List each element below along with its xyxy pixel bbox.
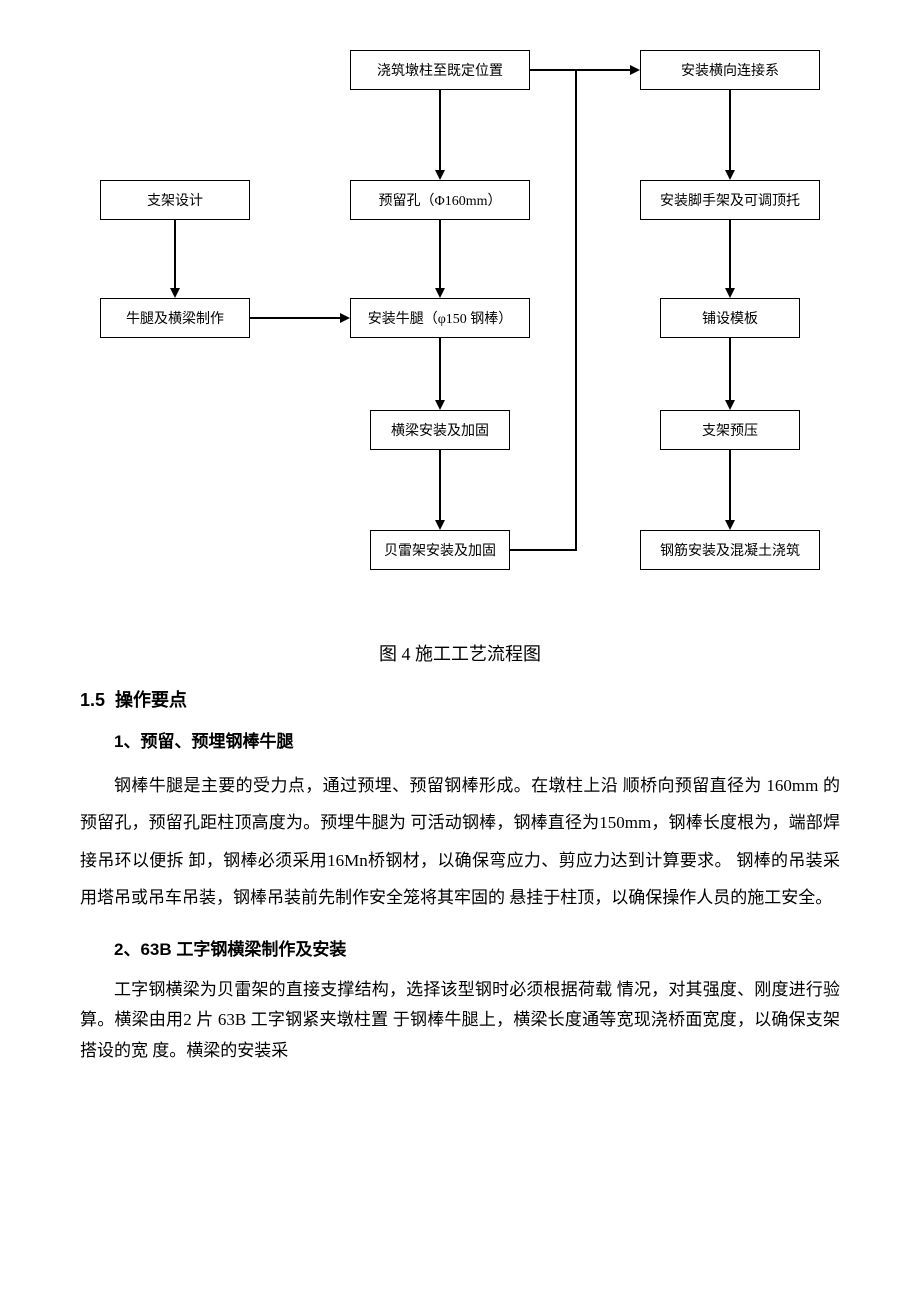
- flow-arrow-head: [340, 313, 350, 323]
- flow-arrow-head: [435, 400, 445, 410]
- paragraph-2: 工字钢横梁为贝雷架的直接支撑结构，选择该型钢时必须根据荷载 情况，对其强度、刚度…: [80, 975, 840, 1067]
- flow-arrow: [530, 69, 630, 71]
- flow-arrow-head: [435, 520, 445, 530]
- flow-arrow: [439, 220, 441, 288]
- flow-node-pour-pier: 浇筑墩柱至既定位置: [350, 50, 530, 90]
- flow-node-reserve-hole: 预留孔（Φ160mm）: [350, 180, 530, 220]
- flow-node-preload: 支架预压: [660, 410, 800, 450]
- flow-node-lateral-connect: 安装横向连接系: [640, 50, 820, 90]
- section-number: 1.5: [80, 690, 105, 710]
- paragraph-1: 钢棒牛腿是主要的受力点，通过预埋、预留钢棒形成。在墩柱上沿 顺桥向预留直径为 1…: [80, 767, 840, 917]
- flow-arrow-head: [435, 288, 445, 298]
- flow-node-bailey: 贝雷架安装及加固: [370, 530, 510, 570]
- flow-node-rebar-concrete: 钢筋安装及混凝土浇筑: [640, 530, 820, 570]
- flow-arrow-head: [435, 170, 445, 180]
- flow-arrow: [439, 338, 441, 400]
- flow-node-beam-install: 横梁安装及加固: [370, 410, 510, 450]
- flow-arrow: [729, 338, 731, 400]
- flowchart: 支架设计 牛腿及横梁制作 浇筑墩柱至既定位置 预留孔（Φ160mm） 安装牛腿（…: [80, 50, 840, 610]
- flow-node-template: 铺设模板: [660, 298, 800, 338]
- flow-arrow-head: [170, 288, 180, 298]
- flow-arrow: [510, 549, 575, 551]
- figure-caption: 图 4 施工工艺流程图: [80, 640, 840, 666]
- flow-arrow-head: [630, 65, 640, 75]
- flow-node-install-leg: 安装牛腿（φ150 钢棒）: [350, 298, 530, 338]
- flow-node-scaffold: 安装脚手架及可调顶托: [640, 180, 820, 220]
- flow-arrow: [729, 220, 731, 288]
- flow-arrow: [250, 317, 340, 319]
- flow-node-leg-beam: 牛腿及横梁制作: [100, 298, 250, 338]
- flow-arrow: [729, 90, 731, 170]
- flow-arrow-head: [725, 170, 735, 180]
- subsection-heading-1: 1、预留、预埋钢棒牛腿: [80, 727, 840, 752]
- section-title: 操作要点: [115, 690, 187, 710]
- flow-node-support-design: 支架设计: [100, 180, 250, 220]
- subsection-heading-2: 2、63B 工字钢横梁制作及安装: [80, 935, 840, 960]
- flow-arrow: [174, 220, 176, 288]
- section-heading: 1.5 操作要点: [80, 686, 840, 712]
- flow-arrow: [439, 90, 441, 170]
- flow-arrow-head: [725, 288, 735, 298]
- flow-arrow-head: [725, 400, 735, 410]
- flow-arrow-head: [725, 520, 735, 530]
- flow-arrow: [439, 450, 441, 520]
- flow-arrow: [729, 450, 731, 520]
- flow-arrow: [575, 70, 577, 551]
